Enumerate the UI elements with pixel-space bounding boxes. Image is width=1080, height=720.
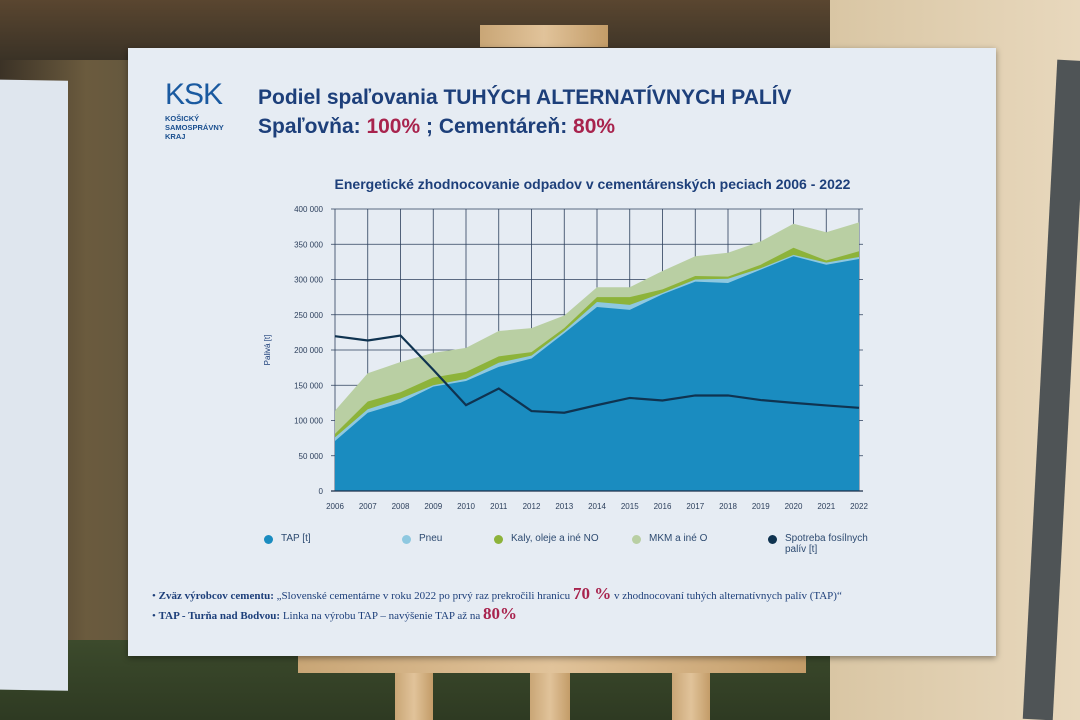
x-tick-label: 2021 xyxy=(817,502,835,511)
easel-top-clamp xyxy=(480,25,608,47)
label-spalovna: Spaľovňa: xyxy=(258,115,367,138)
label-cementaren: ; Cementáreň: xyxy=(420,115,574,138)
chart-axes: 0 50 000 100 000 150 000 200 000 250 000 300 0… xyxy=(294,205,868,511)
legend-item-tap: TAP [t] xyxy=(264,533,311,544)
x-tick-label: 2007 xyxy=(359,502,377,511)
x-tick-label: 2011 xyxy=(490,502,508,511)
y-tick-label: 100 000 xyxy=(294,417,323,426)
easel-leg-right xyxy=(672,673,710,720)
y-tick-label: 150 000 xyxy=(294,381,323,390)
x-tick-label: 2013 xyxy=(555,502,573,511)
ksk-logo: KSK xyxy=(165,78,223,112)
legend-item-kaly: Kaly, oleje a iné NO xyxy=(494,533,599,544)
note-text: „Slovenské cementárne v roku 2022 po prv… xyxy=(273,590,573,602)
legend-label: Kaly, oleje a iné NO xyxy=(511,533,599,544)
legend-dot-pneu xyxy=(402,535,411,544)
legend-dot-fossil xyxy=(768,535,777,544)
y-tick-label: 0 xyxy=(319,487,324,496)
y-tick-label: 400 000 xyxy=(294,205,323,214)
y-tick-label: 300 000 xyxy=(294,276,323,285)
legend-label: MKM a iné O xyxy=(649,533,708,544)
legend-label: TAP [t] xyxy=(281,533,311,544)
easel-leg-left xyxy=(395,673,433,720)
legend-dot-kaly xyxy=(494,535,503,544)
y-tick-label: 250 000 xyxy=(294,311,323,320)
value-spalovna: 100% xyxy=(366,115,421,138)
chart-title: Energetické zhodnocovanie odpadov v ceme… xyxy=(334,176,851,192)
x-tick-label: 2006 xyxy=(326,502,344,511)
legend-label: Spotreba fosílnych palív [t] xyxy=(785,533,868,555)
note-label: Zväz výrobcov cementu: xyxy=(158,590,274,602)
chart-areas xyxy=(335,222,859,491)
easel-leg-center xyxy=(530,673,570,720)
y-tick-label: 50 000 xyxy=(299,452,324,461)
y-tick-label: 350 000 xyxy=(294,240,323,249)
y-axis-label: Palivá [t] xyxy=(263,335,272,366)
line-fossil-fuel xyxy=(334,334,860,414)
x-tick-label: 2008 xyxy=(392,502,410,511)
legend-item-pneu: Pneu xyxy=(402,533,442,544)
x-tick-label: 2020 xyxy=(785,502,803,511)
title-prefix: Podiel spaľovania xyxy=(258,86,444,109)
note-text: Linka na výrobu TAP – navýšenie TAP až n… xyxy=(280,610,483,622)
logo-text: KOŠICKÝ SAMOSPRÁVNY KRAJ xyxy=(165,114,224,141)
logo-mark: KSK xyxy=(165,78,223,111)
x-tick-label: 2022 xyxy=(850,502,868,511)
note-tap-turna: • TAP - Turňa nad Bodvou: Linka na výrob… xyxy=(152,604,517,623)
legend-dot-mkm xyxy=(632,535,641,544)
note-cement-association: • Zväz výrobcov cementu: „Slovenské ceme… xyxy=(152,584,842,603)
note-highlight: 70 % xyxy=(572,584,612,603)
x-tick-label: 2016 xyxy=(654,502,672,511)
x-tick-label: 2009 xyxy=(424,502,442,511)
poster-subtitle: Spaľovňa: 100% ; Cementáreň: 80% xyxy=(258,115,615,139)
poster-title: Podiel spaľovania TUHÝCH ALTERNATÍVNYCH … xyxy=(258,86,792,110)
area-tap xyxy=(335,256,859,491)
legend-label: Pneu xyxy=(419,533,443,544)
easel-ledge xyxy=(298,655,806,673)
title-bold: TUHÝCH ALTERNATÍVNYCH PALÍV xyxy=(443,86,792,109)
x-tick-label: 2015 xyxy=(621,502,639,511)
note-text-end: v zhodnocovaní tuhých alternatívnych pal… xyxy=(611,590,842,602)
value-cementaren: 80% xyxy=(573,115,616,138)
x-tick-label: 2012 xyxy=(523,502,541,511)
x-tick-label: 2010 xyxy=(457,502,475,511)
x-tick-label: 2018 xyxy=(719,502,737,511)
x-tick-label: 2019 xyxy=(752,502,770,511)
x-tick-label: 2014 xyxy=(588,502,606,511)
note-highlight: 80% xyxy=(483,604,517,623)
legend-item-fossil: Spotreba fosílnych palív [t] xyxy=(768,533,888,555)
chart-lines xyxy=(334,334,860,414)
x-tick-label: 2017 xyxy=(686,502,704,511)
legend-item-mkm: MKM a iné O xyxy=(632,533,707,544)
legend-dot-tap xyxy=(264,535,273,544)
y-tick-label: 200 000 xyxy=(294,346,323,355)
note-label: TAP - Turňa nad Bodvou: xyxy=(158,610,281,622)
